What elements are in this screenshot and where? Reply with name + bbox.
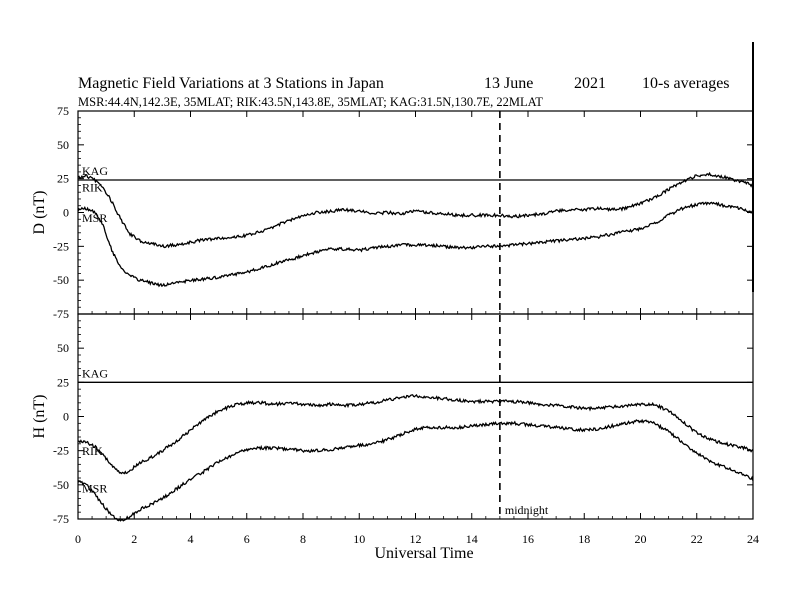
- d-series-rik: [77, 171, 754, 249]
- x-tick-label: 10: [353, 532, 365, 546]
- x-tick-label: 2: [131, 532, 137, 546]
- x-tick-label: 20: [635, 532, 647, 546]
- d-series-label-rik: RIK: [82, 180, 103, 194]
- d-component-panel: -75 -50 -25 0 25 50 75 D (nT) KAG RIK MSR: [31, 104, 754, 321]
- x-tick-label: 6: [244, 532, 250, 546]
- d-series-msr: [77, 201, 754, 288]
- h-series-label-kag: KAG: [82, 366, 108, 380]
- h-component-panel: -75 -50 -25 0 25 50 H (nT) KAG RIK MSR: [31, 313, 754, 526]
- x-tick-label: 18: [578, 532, 590, 546]
- h-y-tick-label: 50: [57, 341, 69, 355]
- h-series-label-rik: RIK: [82, 444, 103, 458]
- d-y-tick-label: 50: [57, 138, 69, 152]
- x-axis: 0 2 4 6 8 10 12 14 16 18 20 22 24: [75, 111, 759, 546]
- chart-year: 2021: [574, 75, 606, 92]
- x-tick-label: 24: [747, 532, 759, 546]
- x-tick-label: 16: [522, 532, 534, 546]
- chart-averaging: 10-s averages: [642, 75, 730, 92]
- midnight-label: midnight: [505, 503, 549, 517]
- h-y-axis-label: H (nT): [31, 395, 48, 439]
- h-series-rik: [77, 394, 754, 475]
- x-tick-label: 8: [300, 532, 306, 546]
- d-y-tick-label: 25: [57, 172, 69, 186]
- d-y-tick-label: -50: [53, 273, 69, 287]
- h-y-tick-label: 0: [63, 410, 69, 424]
- chart-date: 13 June: [484, 75, 533, 92]
- h-y-tick-label: -25: [53, 444, 69, 458]
- x-tick-label: 14: [466, 532, 478, 546]
- station-info: MSR:44.4N,142.3E, 35MLAT; RIK:43.5N,143.…: [78, 95, 543, 109]
- x-tick-label: 22: [691, 532, 703, 546]
- d-panel-frame: [77, 110, 754, 315]
- x-tick-label: 4: [188, 532, 194, 546]
- d-y-tick-label: -75: [53, 307, 69, 321]
- h-y-tick-label: 25: [57, 375, 69, 389]
- x-axis-label: Universal Time: [374, 545, 473, 562]
- d-y-tick-label: 0: [63, 206, 69, 220]
- h-y-tick-label: -75: [53, 512, 69, 526]
- x-tick-label: 0: [75, 532, 81, 546]
- h-series-label-msr: MSR: [82, 482, 107, 496]
- d-y-tick-label: -25: [53, 239, 69, 253]
- d-series-label-msr: MSR: [82, 211, 107, 225]
- d-series-label-kag: KAG: [82, 164, 108, 178]
- d-y-axis-label: D (nT): [31, 191, 48, 235]
- h-y-tick-label: -50: [53, 478, 69, 492]
- d-y-tick-label: 75: [57, 104, 69, 118]
- chart-title: Magnetic Field Variations at 3 Stations …: [78, 75, 384, 92]
- h-series-msr: [77, 418, 754, 522]
- x-tick-label: 12: [410, 532, 422, 546]
